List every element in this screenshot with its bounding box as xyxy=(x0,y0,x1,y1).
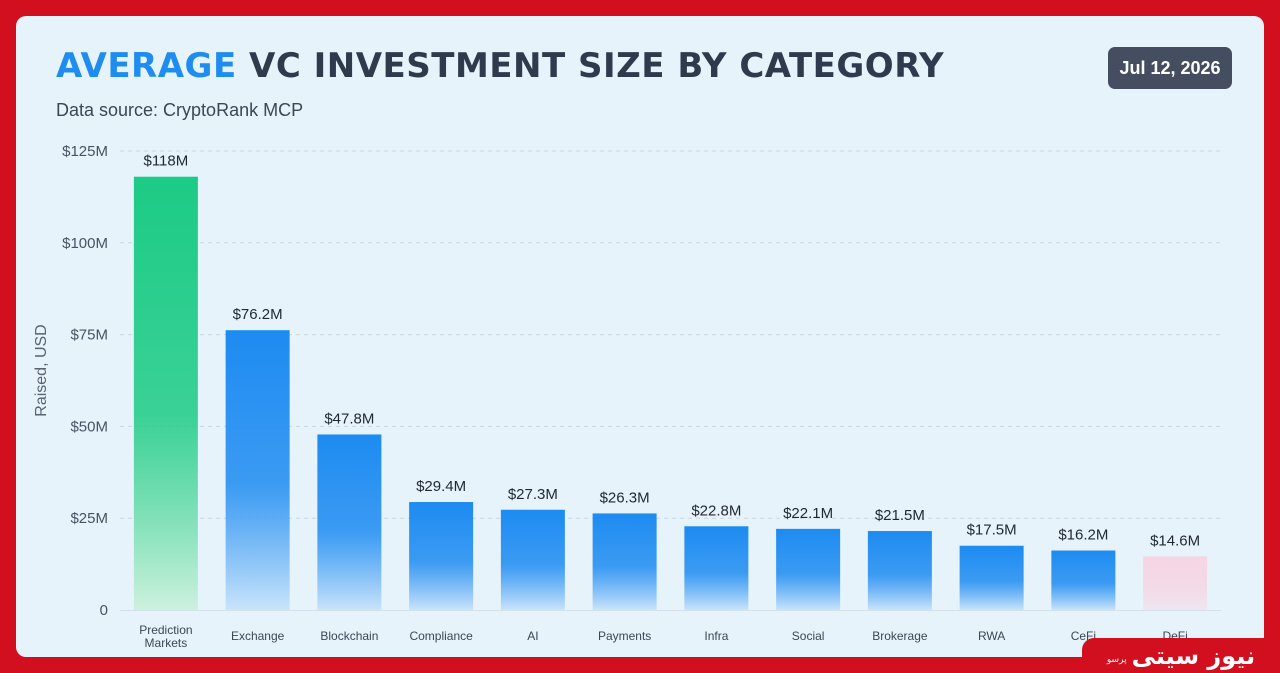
bar xyxy=(1143,556,1208,610)
category-label: Infra xyxy=(704,629,728,643)
bar-value-label: $14.6M xyxy=(1150,532,1200,549)
bar-value-label: $22.8M xyxy=(691,502,741,519)
bar-value-label: $16.2M xyxy=(1058,527,1108,544)
y-tick-label: 0 xyxy=(100,602,108,619)
bar xyxy=(592,513,657,610)
bar xyxy=(684,526,749,610)
category-label: Payments xyxy=(598,629,651,643)
category-label: Social xyxy=(792,629,825,643)
bar xyxy=(225,330,290,610)
watermark-tag: پرسو xyxy=(1106,655,1127,665)
chart-title: AVERAGE VC INVESTMENT SIZE BY CATEGORY xyxy=(56,46,944,86)
category-label-line: Markets xyxy=(145,636,188,650)
chart-card: AVERAGE VC INVESTMENT SIZE BY CATEGORY D… xyxy=(16,16,1264,657)
title-accent: AVERAGE xyxy=(56,46,237,86)
bar-value-label: $21.5M xyxy=(875,507,925,524)
watermark-name: نیوز سیتی xyxy=(1131,641,1256,670)
bar-value-label: $27.3M xyxy=(508,486,558,503)
data-source-subtitle: Data source: CryptoRank MCP xyxy=(56,100,304,120)
watermark-logo: نیوز سیتی پرسو xyxy=(1082,638,1280,673)
y-tick-label: $50M xyxy=(70,418,108,435)
bar xyxy=(867,531,932,610)
bar xyxy=(409,502,474,610)
y-tick-label: $75M xyxy=(70,327,108,344)
date-badge: Jul 12, 2026 xyxy=(1108,47,1232,89)
bar-value-label: $76.2M xyxy=(233,306,283,323)
category-label: Exchange xyxy=(231,629,285,643)
category-label: Compliance xyxy=(409,629,473,643)
category-label: Brokerage xyxy=(872,629,928,643)
bar xyxy=(317,434,382,610)
bar-value-label: $118M xyxy=(143,153,188,170)
y-tick-label: $100M xyxy=(62,235,108,252)
category-label-line: Prediction xyxy=(139,623,192,637)
bar-value-label: $22.1M xyxy=(783,505,833,522)
category-label: Blockchain xyxy=(320,629,378,643)
category-label: AI xyxy=(527,629,538,643)
y-tick-label: $125M xyxy=(62,143,108,160)
bar xyxy=(959,545,1024,610)
bar-value-label: $17.5M xyxy=(967,522,1017,539)
bar-chart: 0 $25M $50M $75M $100M $125M Raised, USD $118M P… xyxy=(33,143,1221,650)
y-tick-label: $25M xyxy=(70,510,108,527)
bar xyxy=(133,176,198,611)
bar xyxy=(1051,550,1116,610)
title-rest: VC INVESTMENT SIZE BY CATEGORY xyxy=(249,46,945,86)
category-label: Prediction Markets xyxy=(139,623,192,650)
bar xyxy=(500,509,565,610)
bar-value-label: $29.4M xyxy=(416,478,466,495)
y-axis-label: Raised, USD xyxy=(33,324,50,416)
bar xyxy=(776,528,841,610)
bar-value-label: $47.8M xyxy=(324,410,374,427)
category-label: RWA xyxy=(978,629,1005,643)
bar-value-label: $26.3M xyxy=(600,489,650,506)
